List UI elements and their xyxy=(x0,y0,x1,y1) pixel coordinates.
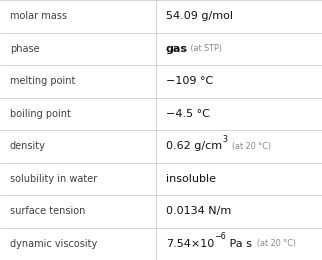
Text: (at 20 °C): (at 20 °C) xyxy=(252,239,296,248)
Text: (at 20 °C): (at 20 °C) xyxy=(227,142,271,151)
Text: insoluble: insoluble xyxy=(166,174,216,184)
Text: Pa s: Pa s xyxy=(226,239,252,249)
Text: −6: −6 xyxy=(214,232,226,241)
Text: 0.62 g/cm: 0.62 g/cm xyxy=(166,141,222,151)
Text: molar mass: molar mass xyxy=(10,11,67,21)
Text: solubility in water: solubility in water xyxy=(10,174,97,184)
Text: (at STP): (at STP) xyxy=(188,44,222,53)
Text: 7.54×10: 7.54×10 xyxy=(166,239,214,249)
Text: density: density xyxy=(10,141,45,151)
Text: −109 °C: −109 °C xyxy=(166,76,213,86)
Text: 3: 3 xyxy=(222,135,227,144)
Text: 54.09 g/mol: 54.09 g/mol xyxy=(166,11,233,21)
Text: −4.5 °C: −4.5 °C xyxy=(166,109,210,119)
Text: phase: phase xyxy=(10,44,39,54)
Text: 0.0134 N/m: 0.0134 N/m xyxy=(166,206,231,216)
Text: surface tension: surface tension xyxy=(10,206,85,216)
Text: gas: gas xyxy=(166,44,188,54)
Text: melting point: melting point xyxy=(10,76,75,86)
Text: dynamic viscosity: dynamic viscosity xyxy=(10,239,97,249)
Text: boiling point: boiling point xyxy=(10,109,71,119)
